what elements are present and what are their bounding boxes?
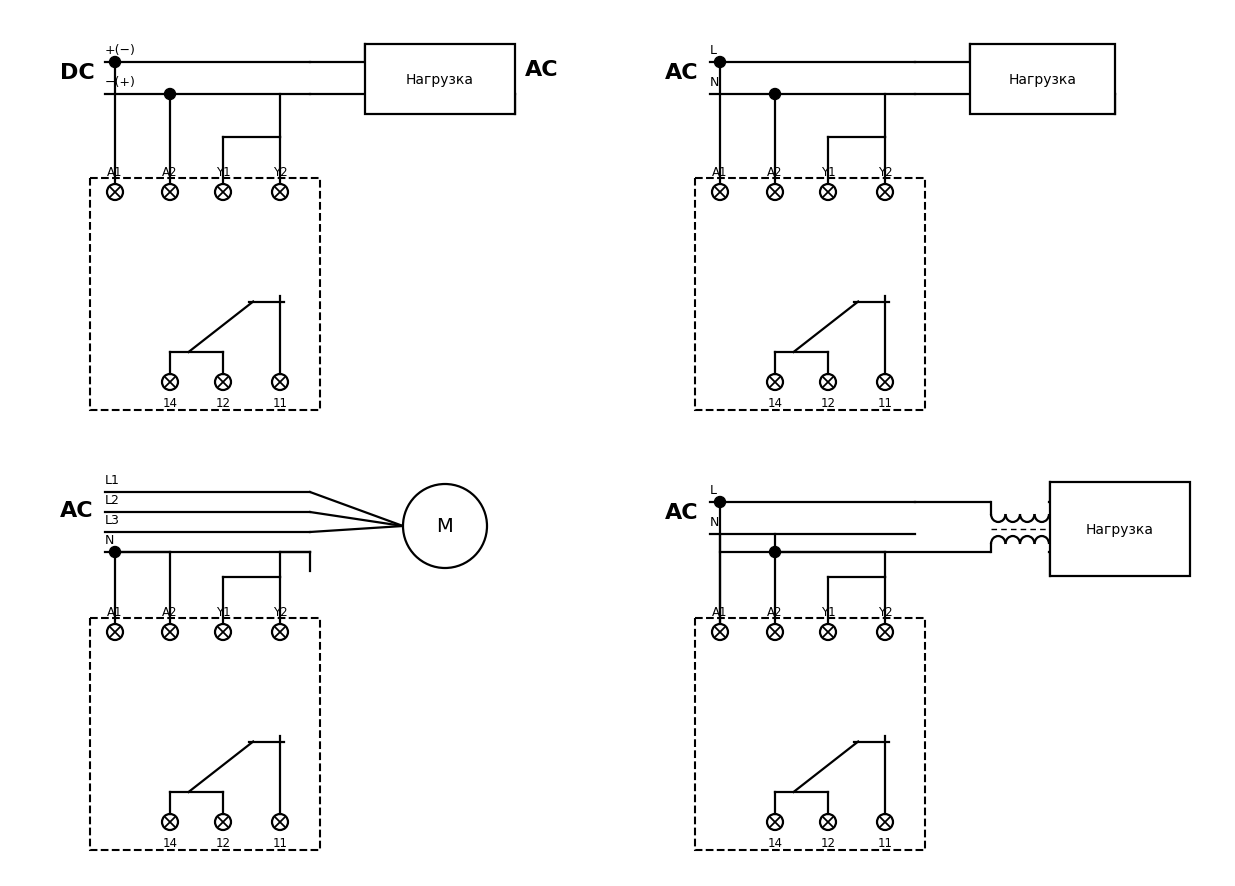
Text: L1: L1	[105, 473, 120, 486]
Circle shape	[215, 185, 231, 201]
Text: AC: AC	[61, 501, 94, 520]
Bar	[695, 618, 925, 850]
Circle shape	[110, 547, 121, 558]
Text: DC: DC	[61, 63, 95, 82]
Circle shape	[767, 814, 783, 830]
Text: A2: A2	[767, 166, 783, 179]
Text: N: N	[105, 533, 115, 547]
Text: Y1: Y1	[821, 605, 835, 618]
Text: AC: AC	[664, 502, 699, 522]
Text: 11: 11	[878, 836, 893, 849]
Text: L: L	[710, 44, 718, 57]
Text: Y2: Y2	[273, 166, 288, 179]
Circle shape	[215, 625, 231, 641]
Circle shape	[877, 185, 893, 201]
Circle shape	[769, 547, 781, 558]
Text: N: N	[710, 76, 719, 89]
Text: A2: A2	[162, 166, 178, 179]
Circle shape	[107, 625, 124, 641]
Circle shape	[164, 89, 175, 100]
Text: 12: 12	[820, 397, 836, 409]
Bar	[969, 45, 1115, 115]
Circle shape	[162, 814, 178, 830]
Text: Нагрузка: Нагрузка	[406, 73, 474, 87]
Circle shape	[272, 375, 288, 391]
Text: Y2: Y2	[273, 605, 288, 618]
Text: AC: AC	[664, 63, 699, 82]
Text: −(+): −(+)	[105, 76, 136, 89]
Text: A1: A1	[107, 605, 122, 618]
Bar	[90, 179, 320, 410]
Text: Y1: Y1	[216, 605, 230, 618]
Text: N: N	[710, 516, 719, 528]
Bar	[366, 45, 515, 115]
Text: 14: 14	[767, 397, 783, 409]
Circle shape	[107, 185, 124, 201]
Text: 12: 12	[215, 397, 231, 409]
Text: 14: 14	[163, 836, 178, 849]
Text: L3: L3	[105, 513, 120, 526]
Text: 11: 11	[273, 397, 288, 409]
Circle shape	[713, 185, 727, 201]
Text: L2: L2	[105, 494, 120, 507]
Circle shape	[162, 185, 178, 201]
Circle shape	[162, 625, 178, 641]
Text: Y2: Y2	[878, 166, 893, 179]
Text: Нагрузка: Нагрузка	[1009, 73, 1077, 87]
Text: +(−): +(−)	[105, 44, 136, 57]
Circle shape	[715, 58, 725, 68]
Text: 11: 11	[273, 836, 288, 849]
Text: Y2: Y2	[878, 605, 893, 618]
Text: AC: AC	[525, 60, 558, 80]
Text: 14: 14	[767, 836, 783, 849]
Circle shape	[877, 375, 893, 391]
Text: L: L	[710, 484, 718, 496]
Circle shape	[272, 814, 288, 830]
Circle shape	[215, 375, 231, 391]
Circle shape	[820, 185, 836, 201]
Text: M: M	[437, 517, 453, 536]
Text: A2: A2	[162, 605, 178, 618]
Text: Y1: Y1	[216, 166, 230, 179]
Text: A1: A1	[713, 166, 727, 179]
Circle shape	[877, 814, 893, 830]
Bar	[1050, 483, 1191, 577]
Text: 14: 14	[163, 397, 178, 409]
Circle shape	[820, 375, 836, 391]
Circle shape	[820, 625, 836, 641]
Text: 11: 11	[878, 397, 893, 409]
Circle shape	[403, 485, 487, 568]
Circle shape	[272, 625, 288, 641]
Circle shape	[715, 497, 725, 508]
Text: A1: A1	[713, 605, 727, 618]
Circle shape	[767, 625, 783, 641]
Circle shape	[713, 625, 727, 641]
Text: Нагрузка: Нагрузка	[1086, 523, 1153, 536]
Bar	[90, 618, 320, 850]
Bar	[695, 179, 925, 410]
Circle shape	[162, 375, 178, 391]
Circle shape	[877, 625, 893, 641]
Text: A1: A1	[107, 166, 122, 179]
Circle shape	[767, 375, 783, 391]
Text: A2: A2	[767, 605, 783, 618]
Circle shape	[769, 89, 781, 100]
Circle shape	[272, 185, 288, 201]
Text: Y1: Y1	[821, 166, 835, 179]
Circle shape	[110, 58, 121, 68]
Circle shape	[215, 814, 231, 830]
Text: 12: 12	[820, 836, 836, 849]
Circle shape	[820, 814, 836, 830]
Text: 12: 12	[215, 836, 231, 849]
Circle shape	[767, 185, 783, 201]
